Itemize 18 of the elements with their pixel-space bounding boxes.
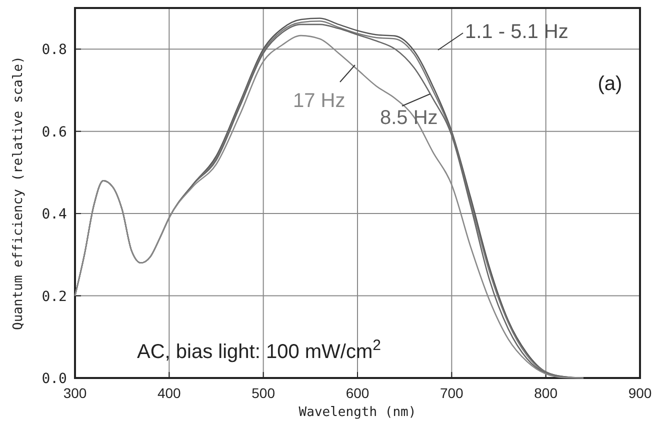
y-tick-label: 0.6	[42, 124, 67, 140]
y-tick-label: 0.0	[42, 371, 67, 387]
x-tick-label: 500	[252, 385, 276, 401]
series-label: 8.5 Hz	[380, 107, 438, 129]
x-axis-title: Wavelength (nm)	[298, 405, 416, 420]
y-axis-title: Quantum efficiency (relative scale)	[11, 56, 26, 330]
y-tick-label: 0.8	[42, 42, 67, 58]
x-tick-label: 600	[346, 385, 370, 401]
annotation: AC, bias light: 100 mW/cm$^{2}$	[137, 336, 381, 363]
y-tick-label: 0.4	[42, 206, 67, 223]
x-tick-label: 300	[63, 385, 87, 401]
x-tick-label: 400	[157, 385, 182, 401]
x-tick-label: 700	[440, 385, 464, 401]
series-label: 17 Hz	[293, 90, 346, 112]
x-tick-label: 800	[534, 385, 558, 401]
y-tick-label: 0.2	[42, 288, 67, 305]
x-tick-label: 900	[628, 385, 652, 401]
annotation: (a)	[598, 73, 622, 95]
